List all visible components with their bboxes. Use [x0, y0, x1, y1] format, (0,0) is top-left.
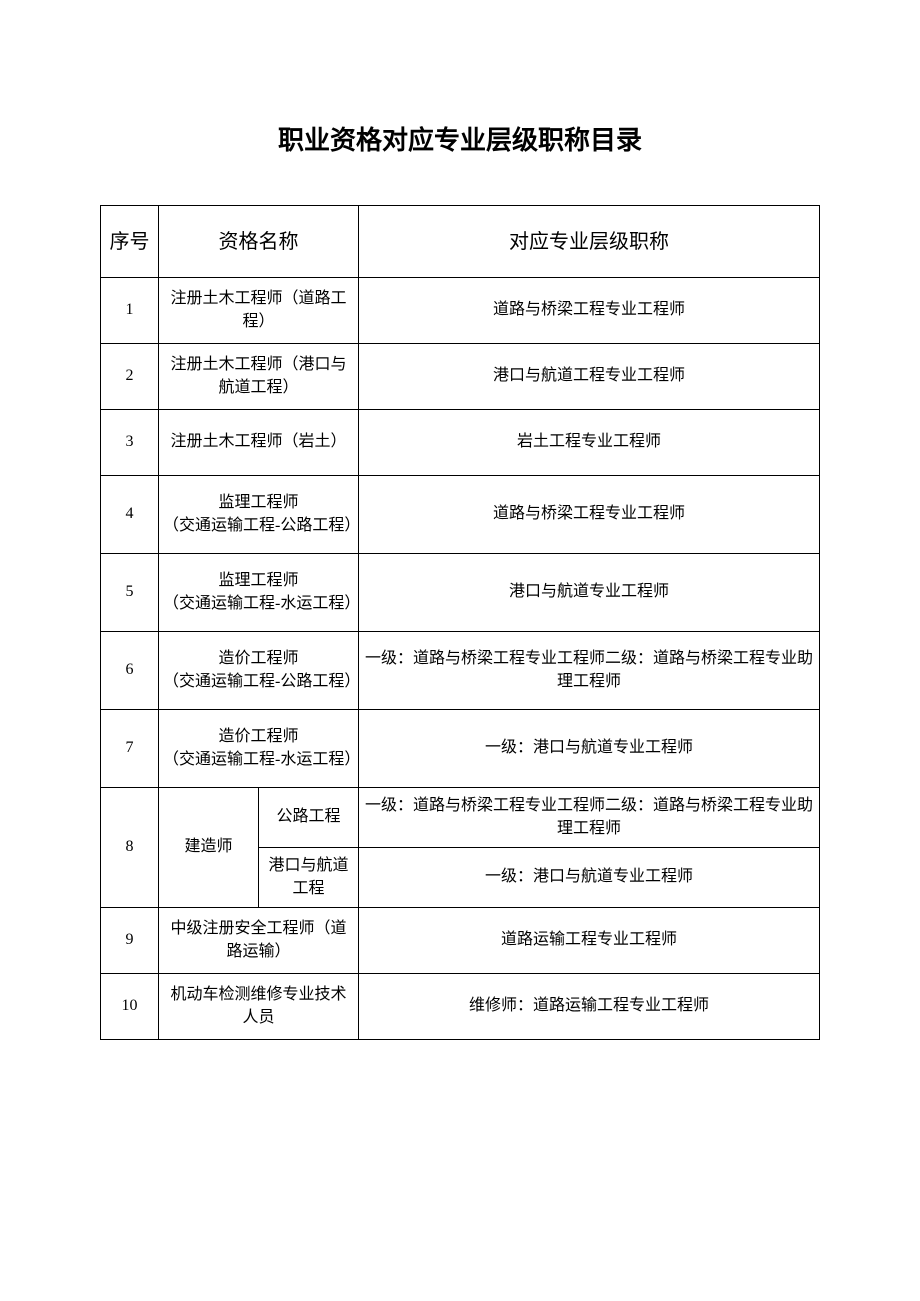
cell-seq: 5 — [101, 554, 159, 632]
table-row: 7 造价工程师（交通运输工程-水运工程） 一级：港口与航道专业工程师 — [101, 710, 820, 788]
cell-title: 维修师：道路运输工程专业工程师 — [359, 974, 820, 1040]
table-row: 8 建造师 公路工程 一级：道路与桥梁工程专业工程师二级：道路与桥梁工程专业助理… — [101, 788, 820, 848]
table-row: 2 注册土木工程师（港口与航道工程） 港口与航道工程专业工程师 — [101, 344, 820, 410]
page-title: 职业资格对应专业层级职称目录 — [100, 120, 820, 157]
table-row: 9 中级注册安全工程师（道路运输） 道路运输工程专业工程师 — [101, 908, 820, 974]
cell-title: 岩土工程专业工程师 — [359, 410, 820, 476]
header-title: 对应专业层级职称 — [359, 206, 820, 278]
table-row: 6 造价工程师（交通运输工程-公路工程） 一级：道路与桥梁工程专业工程师二级：道… — [101, 632, 820, 710]
cell-seq: 10 — [101, 974, 159, 1040]
table-row: 5 监理工程师（交通运输工程-水运工程） 港口与航道专业工程师 — [101, 554, 820, 632]
cell-seq: 3 — [101, 410, 159, 476]
cell-seq: 6 — [101, 632, 159, 710]
header-name: 资格名称 — [159, 206, 359, 278]
qualification-table: 序号 资格名称 对应专业层级职称 1 注册土木工程师（道路工程） 道路与桥梁工程… — [100, 205, 820, 1040]
cell-seq: 4 — [101, 476, 159, 554]
table-row: 4 监理工程师（交通运输工程-公路工程） 道路与桥梁工程专业工程师 — [101, 476, 820, 554]
cell-title: 港口与航道专业工程师 — [359, 554, 820, 632]
cell-title: 道路运输工程专业工程师 — [359, 908, 820, 974]
cell-name: 建造师 — [159, 788, 259, 908]
cell-title: 一级：道路与桥梁工程专业工程师二级：道路与桥梁工程专业助理工程师 — [359, 788, 820, 848]
cell-title: 一级：道路与桥梁工程专业工程师二级：道路与桥梁工程专业助理工程师 — [359, 632, 820, 710]
cell-name: 造价工程师（交通运输工程-水运工程） — [159, 710, 359, 788]
table-row: 10 机动车检测维修专业技术人员 维修师：道路运输工程专业工程师 — [101, 974, 820, 1040]
cell-title: 道路与桥梁工程专业工程师 — [359, 476, 820, 554]
cell-seq: 2 — [101, 344, 159, 410]
table-header-row: 序号 资格名称 对应专业层级职称 — [101, 206, 820, 278]
table-row: 3 注册土木工程师（岩土） 岩土工程专业工程师 — [101, 410, 820, 476]
cell-title: 一级：港口与航道专业工程师 — [359, 848, 820, 908]
cell-name: 注册土木工程师（岩土） — [159, 410, 359, 476]
cell-subname: 港口与航道工程 — [259, 848, 359, 908]
cell-name: 注册土木工程师（港口与航道工程） — [159, 344, 359, 410]
cell-name: 造价工程师（交通运输工程-公路工程） — [159, 632, 359, 710]
cell-title: 道路与桥梁工程专业工程师 — [359, 278, 820, 344]
cell-subname: 公路工程 — [259, 788, 359, 848]
cell-name: 注册土木工程师（道路工程） — [159, 278, 359, 344]
table-row: 1 注册土木工程师（道路工程） 道路与桥梁工程专业工程师 — [101, 278, 820, 344]
cell-name: 监理工程师（交通运输工程-水运工程） — [159, 554, 359, 632]
cell-title: 一级：港口与航道专业工程师 — [359, 710, 820, 788]
cell-seq: 7 — [101, 710, 159, 788]
cell-seq: 1 — [101, 278, 159, 344]
cell-title: 港口与航道工程专业工程师 — [359, 344, 820, 410]
cell-seq: 9 — [101, 908, 159, 974]
cell-name: 中级注册安全工程师（道路运输） — [159, 908, 359, 974]
cell-name: 监理工程师（交通运输工程-公路工程） — [159, 476, 359, 554]
cell-name: 机动车检测维修专业技术人员 — [159, 974, 359, 1040]
header-seq: 序号 — [101, 206, 159, 278]
cell-seq: 8 — [101, 788, 159, 908]
